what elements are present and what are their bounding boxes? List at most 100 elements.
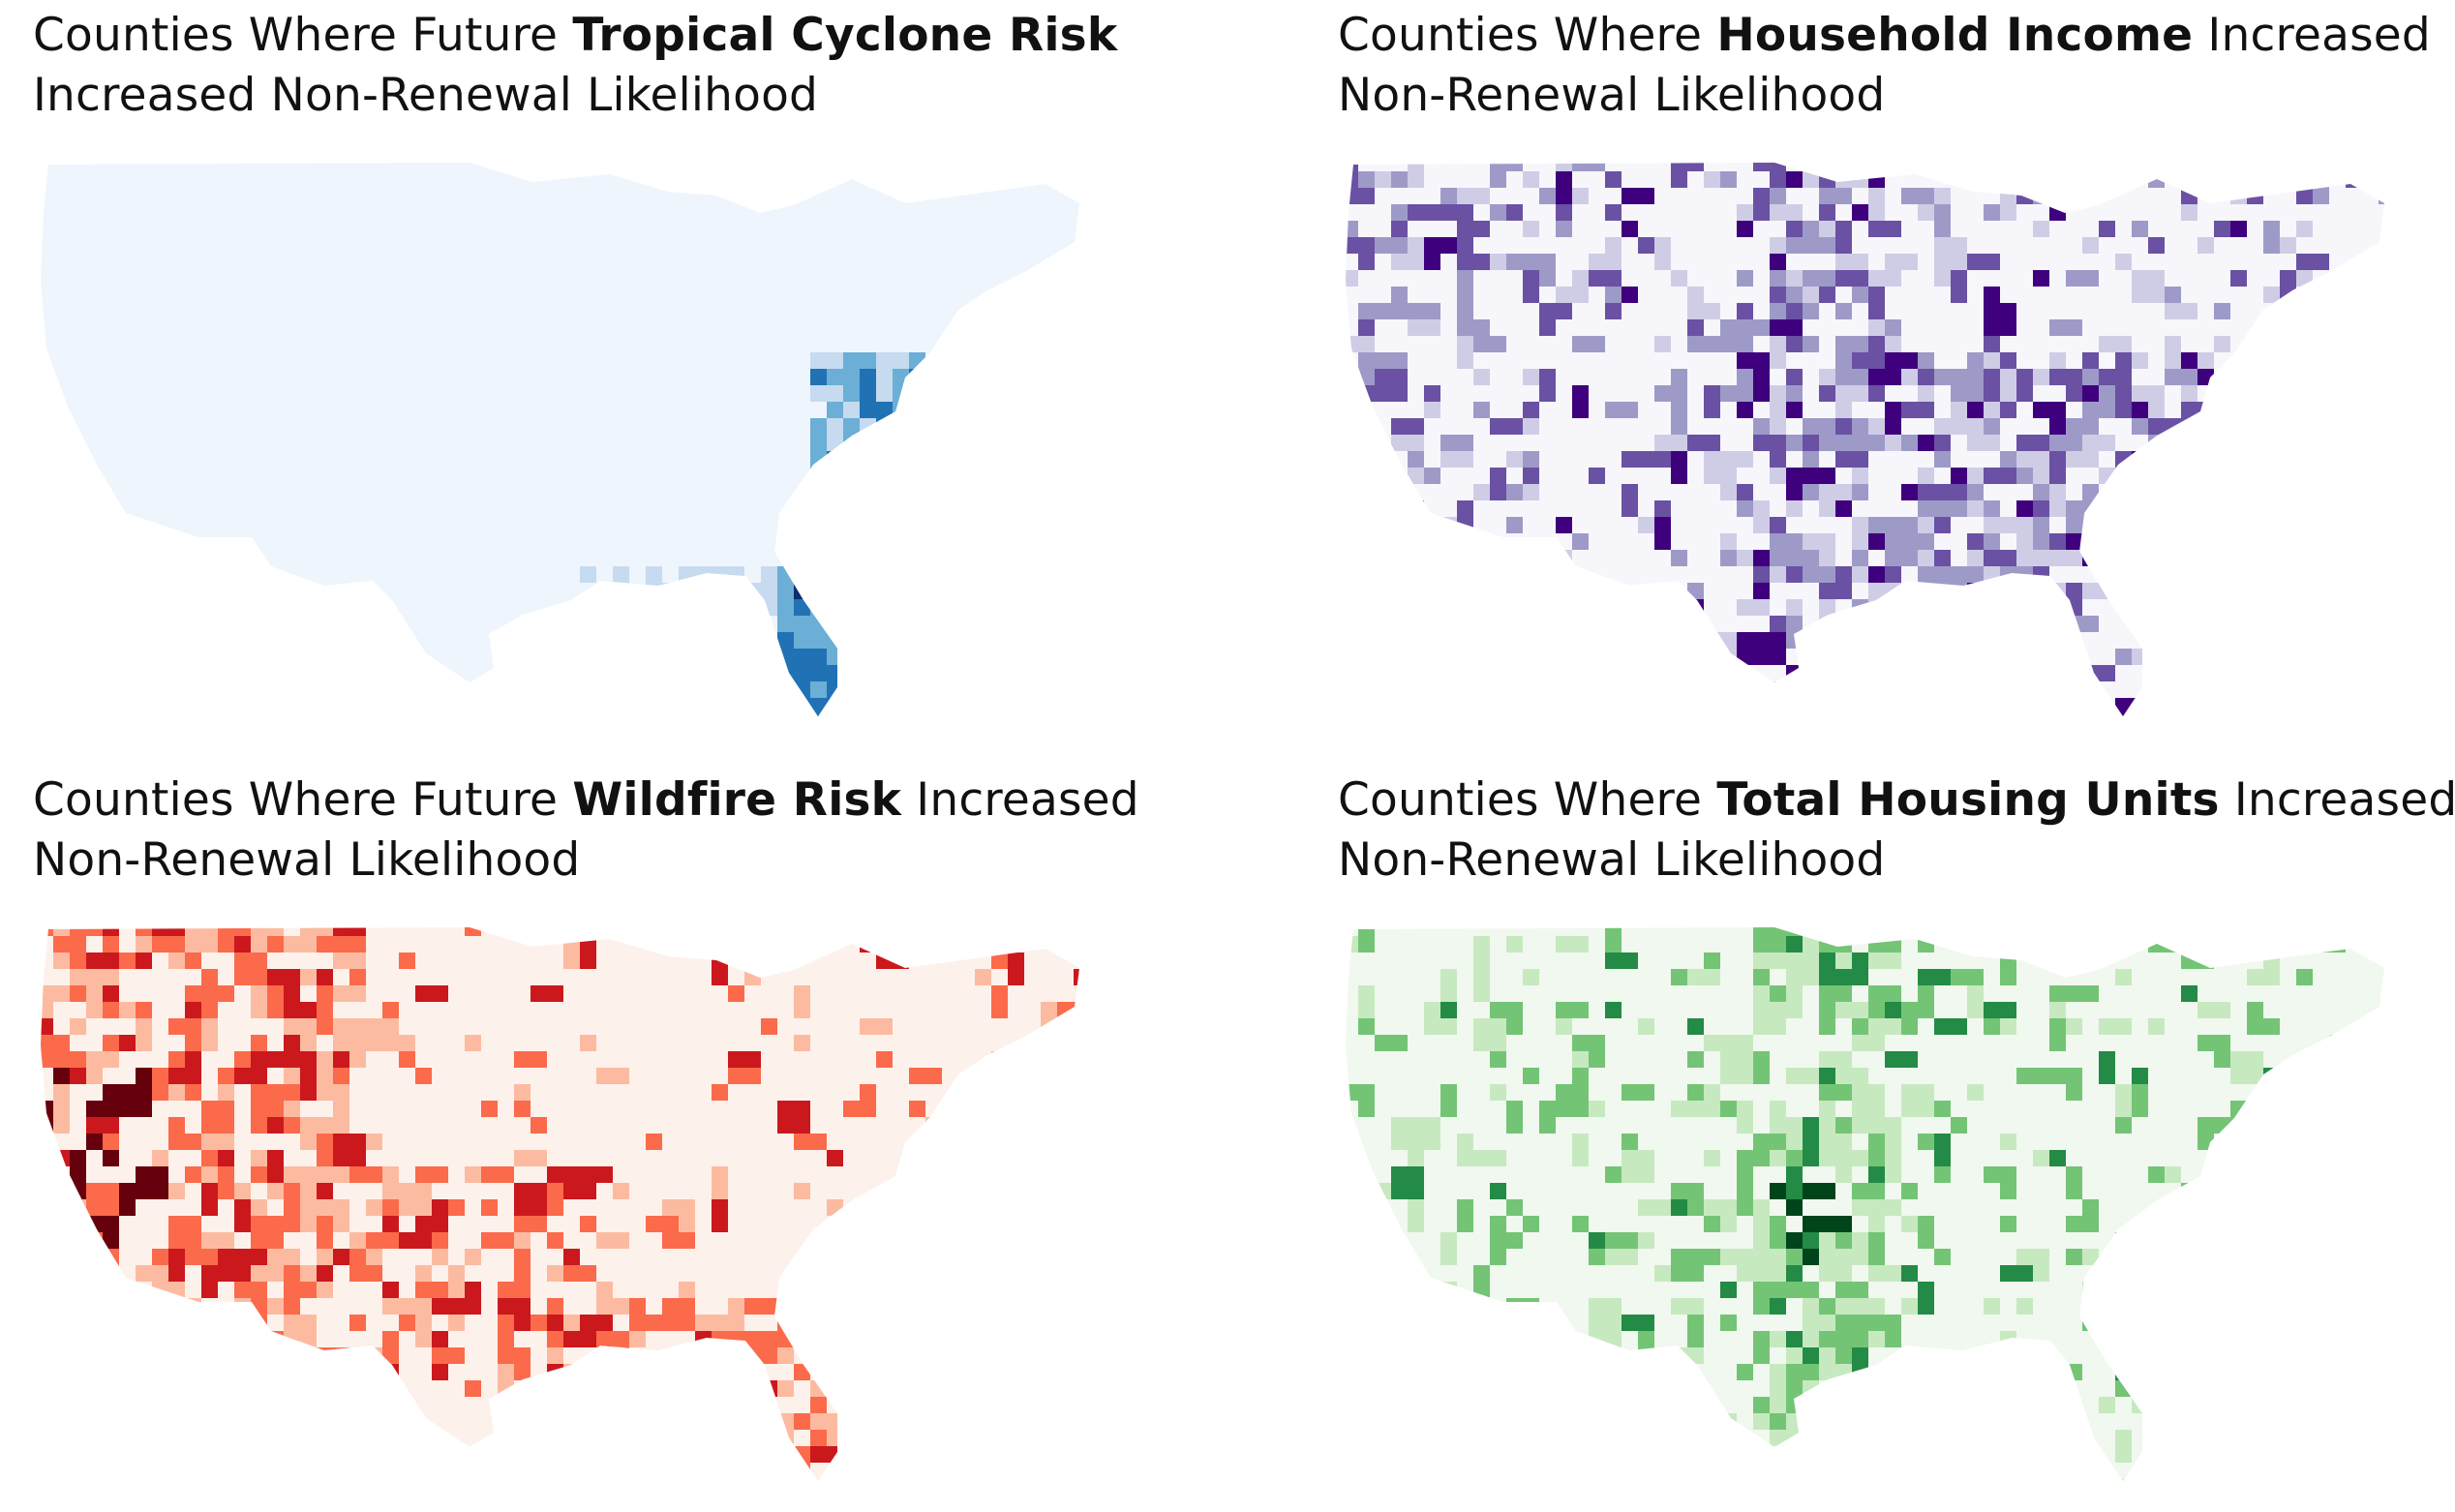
county-cell — [2148, 517, 2181, 533]
county-cell — [843, 500, 860, 517]
county-cell — [1918, 985, 1934, 1002]
county-cell — [2214, 1413, 2247, 1430]
county-cell — [1984, 1018, 2000, 1035]
county-cell — [1868, 1018, 1901, 1035]
county-cell — [1852, 927, 1868, 936]
county-cell — [1984, 599, 2000, 616]
county-cell — [1786, 270, 1803, 287]
county-cell — [498, 1315, 514, 1331]
county-cell — [152, 1479, 185, 1481]
county-cell — [2165, 468, 2181, 484]
county-cell — [2263, 221, 2280, 254]
county-cell — [1572, 1216, 1589, 1232]
county-cell — [2000, 1331, 2016, 1347]
county-cell — [1951, 969, 1967, 985]
county-cell — [2082, 385, 2099, 402]
county-cell — [2346, 1150, 2362, 1166]
county-cell — [1835, 402, 1852, 418]
county-cell — [103, 936, 119, 953]
county-cell — [300, 1397, 317, 1413]
county-cell — [1852, 550, 1868, 566]
county-cell — [2197, 1134, 2214, 1150]
county-cell — [1753, 163, 1770, 171]
county-cell — [1753, 1199, 1770, 1232]
county-cell — [1835, 451, 1868, 468]
county-cell — [152, 1331, 185, 1364]
county-cell — [1589, 714, 1622, 716]
county-cell — [317, 1166, 349, 1183]
county-cell — [1556, 1002, 1589, 1018]
county-cell — [794, 1479, 810, 1481]
county-cell — [86, 1051, 119, 1068]
county-cell — [629, 599, 646, 632]
county-cell — [1523, 566, 1539, 599]
county-cell — [41, 1315, 53, 1331]
county-cell — [432, 1249, 448, 1265]
county-cell — [1835, 1134, 1852, 1150]
county-cell — [2000, 566, 2016, 599]
county-cell — [1008, 1117, 1024, 1134]
county-cell — [876, 953, 909, 969]
county-cell — [1654, 500, 1671, 517]
county-cell — [1556, 221, 1572, 237]
county-cell — [1868, 1035, 1885, 1051]
county-cell — [2181, 468, 2214, 484]
county-cell — [1770, 698, 1786, 714]
county-cell — [563, 1331, 580, 1347]
county-cell — [2296, 163, 2329, 171]
county-cell — [41, 1380, 70, 1397]
county-cell — [712, 1315, 728, 1331]
county-cell — [333, 1199, 349, 1216]
county-cell — [119, 1282, 136, 1298]
county-cell — [218, 1084, 234, 1101]
county-cell — [860, 1479, 893, 1481]
county-cell — [1671, 418, 1687, 435]
county-cell — [909, 435, 925, 451]
county-cell — [629, 1463, 646, 1479]
county-cell — [1391, 435, 1424, 451]
county-cell — [2165, 484, 2181, 517]
county-cell — [728, 1068, 761, 1084]
county-cell — [1770, 319, 1803, 336]
county-cell — [1803, 698, 1819, 716]
county-cell — [2181, 303, 2197, 319]
county-cell — [2379, 188, 2384, 204]
county-cell — [201, 1463, 218, 1479]
county-cell — [1473, 484, 1490, 500]
county-cell — [1090, 985, 1094, 1002]
county-cell — [1424, 517, 1457, 550]
county-cell — [613, 1413, 646, 1446]
county-cell — [1967, 550, 1984, 566]
county-cell — [284, 1249, 300, 1265]
county-cell — [1358, 303, 1391, 319]
county-cell — [70, 1315, 86, 1331]
county-cell — [2313, 451, 2329, 484]
county-cell — [1786, 1265, 1803, 1282]
county-cell — [1074, 1199, 1079, 1216]
panel-title: Counties Where Future Tropical Cyclone R… — [33, 6, 1117, 126]
county-cell — [1346, 221, 1358, 237]
county-cell — [201, 1101, 234, 1134]
county-cell — [580, 566, 596, 583]
county-cell — [2362, 698, 2379, 714]
county-cell — [168, 953, 185, 969]
county-cell — [1671, 550, 1687, 566]
county-cell — [827, 369, 843, 385]
county-cell — [1753, 1134, 1786, 1150]
county-cell — [1539, 1101, 1556, 1134]
county-cell — [399, 1232, 415, 1249]
county-cell — [86, 1134, 103, 1150]
county-cell — [2263, 1249, 2280, 1265]
county-cell — [1885, 254, 1918, 270]
county-cell — [1835, 1002, 1852, 1018]
county-cell — [2082, 665, 2115, 681]
county-cell — [498, 1298, 530, 1315]
county-cell — [70, 1018, 86, 1035]
county-cell — [1819, 936, 1835, 953]
county-cell — [2230, 1051, 2247, 1068]
county-cell — [2165, 451, 2181, 468]
county-cell — [1967, 369, 1984, 385]
county-cell — [1506, 204, 1523, 221]
county-cell — [2082, 352, 2099, 369]
county-cell — [1819, 1084, 1852, 1101]
